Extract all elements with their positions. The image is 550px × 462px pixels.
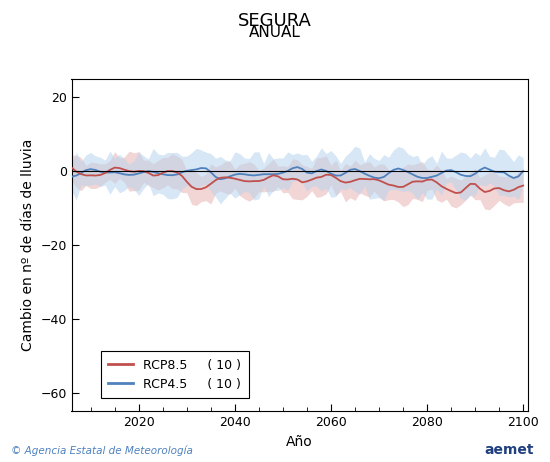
X-axis label: Año: Año bbox=[287, 435, 313, 449]
Text: ANUAL: ANUAL bbox=[249, 25, 301, 40]
Text: © Agencia Estatal de Meteorología: © Agencia Estatal de Meteorología bbox=[11, 446, 193, 456]
Text: SEGURA: SEGURA bbox=[238, 12, 312, 30]
Text: aemet: aemet bbox=[484, 444, 534, 457]
Legend: RCP8.5     ( 10 ), RCP4.5     ( 10 ): RCP8.5 ( 10 ), RCP4.5 ( 10 ) bbox=[101, 351, 249, 398]
Y-axis label: Cambio en nº de días de lluvia: Cambio en nº de días de lluvia bbox=[21, 139, 35, 351]
